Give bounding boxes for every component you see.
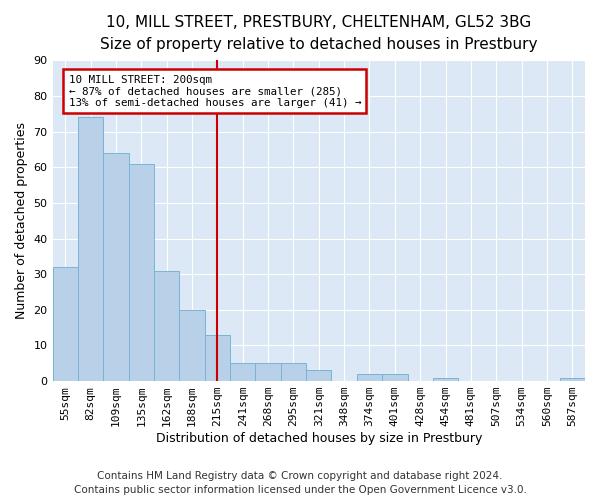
Bar (560, 378, 585, 381)
Title: 10, MILL STREET, PRESTBURY, CHELTENHAM, GL52 3BG
Size of property relative to de: 10, MILL STREET, PRESTBURY, CHELTENHAM, … (100, 15, 538, 52)
X-axis label: Distribution of detached houses by size in Prestbury: Distribution of detached houses by size … (155, 432, 482, 445)
Bar (205, 334, 230, 381)
Y-axis label: Number of detached properties: Number of detached properties (15, 122, 28, 319)
Bar (256, 364, 281, 381)
Bar (103, 153, 128, 381)
Bar (230, 364, 256, 381)
Bar (281, 364, 306, 381)
Bar (179, 310, 205, 381)
Bar (78, 118, 103, 381)
Bar (357, 374, 382, 381)
Bar (154, 270, 179, 381)
Bar (128, 164, 154, 381)
Text: Contains HM Land Registry data © Crown copyright and database right 2024.
Contai: Contains HM Land Registry data © Crown c… (74, 471, 526, 495)
Text: 10 MILL STREET: 200sqm
← 87% of detached houses are smaller (285)
13% of semi-de: 10 MILL STREET: 200sqm ← 87% of detached… (68, 74, 361, 108)
Bar (382, 374, 407, 381)
Bar (306, 370, 331, 381)
Bar (433, 378, 458, 381)
Bar (53, 267, 78, 381)
